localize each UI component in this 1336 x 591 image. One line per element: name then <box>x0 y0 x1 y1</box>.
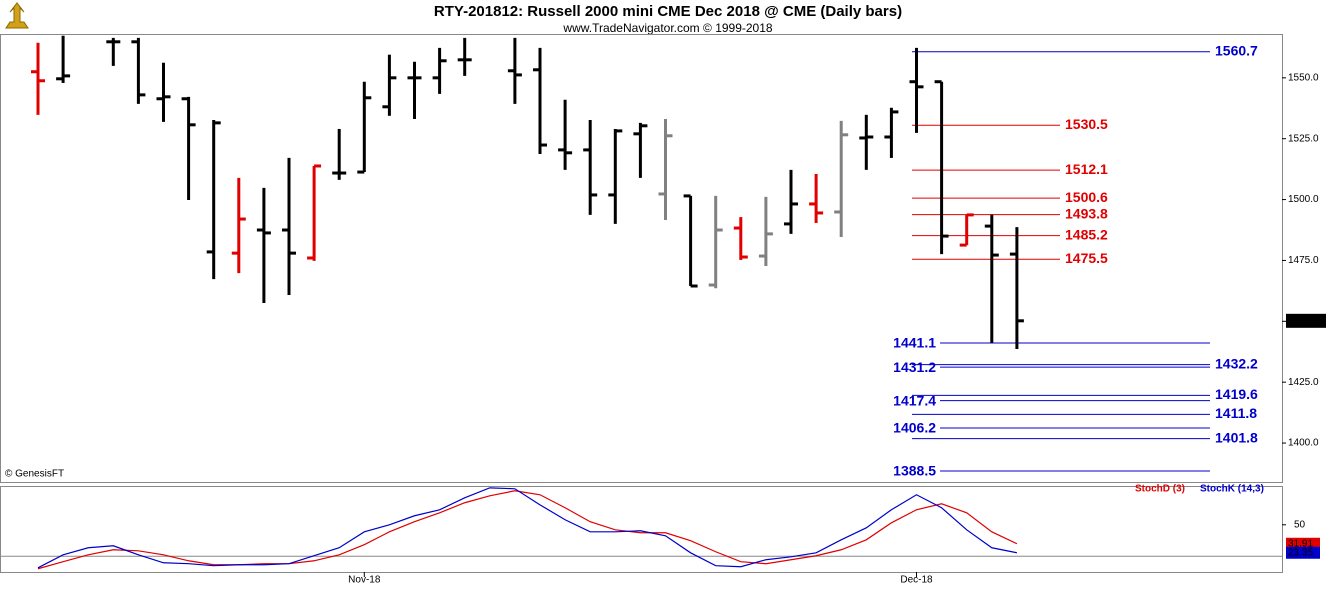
last-value-box <box>1286 546 1320 559</box>
level-label: 1419.6 <box>1215 386 1258 402</box>
y-tick-label: 1400.0 <box>1288 438 1319 449</box>
last-price-box <box>1286 313 1326 328</box>
legend-entry: StochK (14,3) <box>1200 484 1264 495</box>
level-label: 1500.6 <box>1065 189 1108 205</box>
y-tick-label: 1525.0 <box>1288 133 1319 144</box>
last-value-label: 31.91 <box>1288 538 1313 549</box>
level-label: 1401.8 <box>1215 429 1258 445</box>
level-label: 1417.4 <box>893 392 936 408</box>
chart-title: RTY-201812: Russell 2000 mini CME Dec 20… <box>434 3 902 20</box>
y-tick-label: 1550.0 <box>1288 72 1319 83</box>
x-tick-label: Nov-18 <box>348 575 381 586</box>
y-tick-label: 1425.0 <box>1288 377 1319 388</box>
logo <box>5 2 29 29</box>
y-tick-label: 50 <box>1294 519 1306 530</box>
last-price-label: 1450.2 <box>1288 315 1319 326</box>
level-label: 1485.2 <box>1065 226 1108 242</box>
chart-subtitle: www.TradeNavigator.com © 1999-2018 <box>562 21 772 35</box>
level-label: 1431.2 <box>893 359 936 375</box>
stoch-line <box>37 490 1018 570</box>
stoch-panel <box>0 486 1283 573</box>
level-label: 1411.8 <box>1215 405 1257 421</box>
level-label: 1493.8 <box>1065 205 1108 221</box>
stoch-line <box>37 487 1018 569</box>
x-tick-label: Dec-18 <box>900 575 933 586</box>
level-label: 1560.7 <box>1215 42 1258 58</box>
level-label: 1512.1 <box>1065 161 1108 177</box>
y-tick-label: 1500.0 <box>1288 194 1319 205</box>
copyright: © GenesisFT <box>5 469 64 480</box>
level-label: 1530.5 <box>1065 116 1108 132</box>
level-label: 1388.5 <box>893 463 936 479</box>
level-label: 1432.2 <box>1215 355 1258 371</box>
level-label: 1406.2 <box>893 420 936 436</box>
legend-entry: StochD (3) <box>1135 484 1185 495</box>
last-value-label: 23.35 <box>1288 547 1313 558</box>
price-panel <box>0 34 1283 483</box>
level-label: 1475.5 <box>1065 250 1108 266</box>
y-tick-label: 1475.0 <box>1288 255 1319 266</box>
level-label: 1441.1 <box>893 335 936 351</box>
